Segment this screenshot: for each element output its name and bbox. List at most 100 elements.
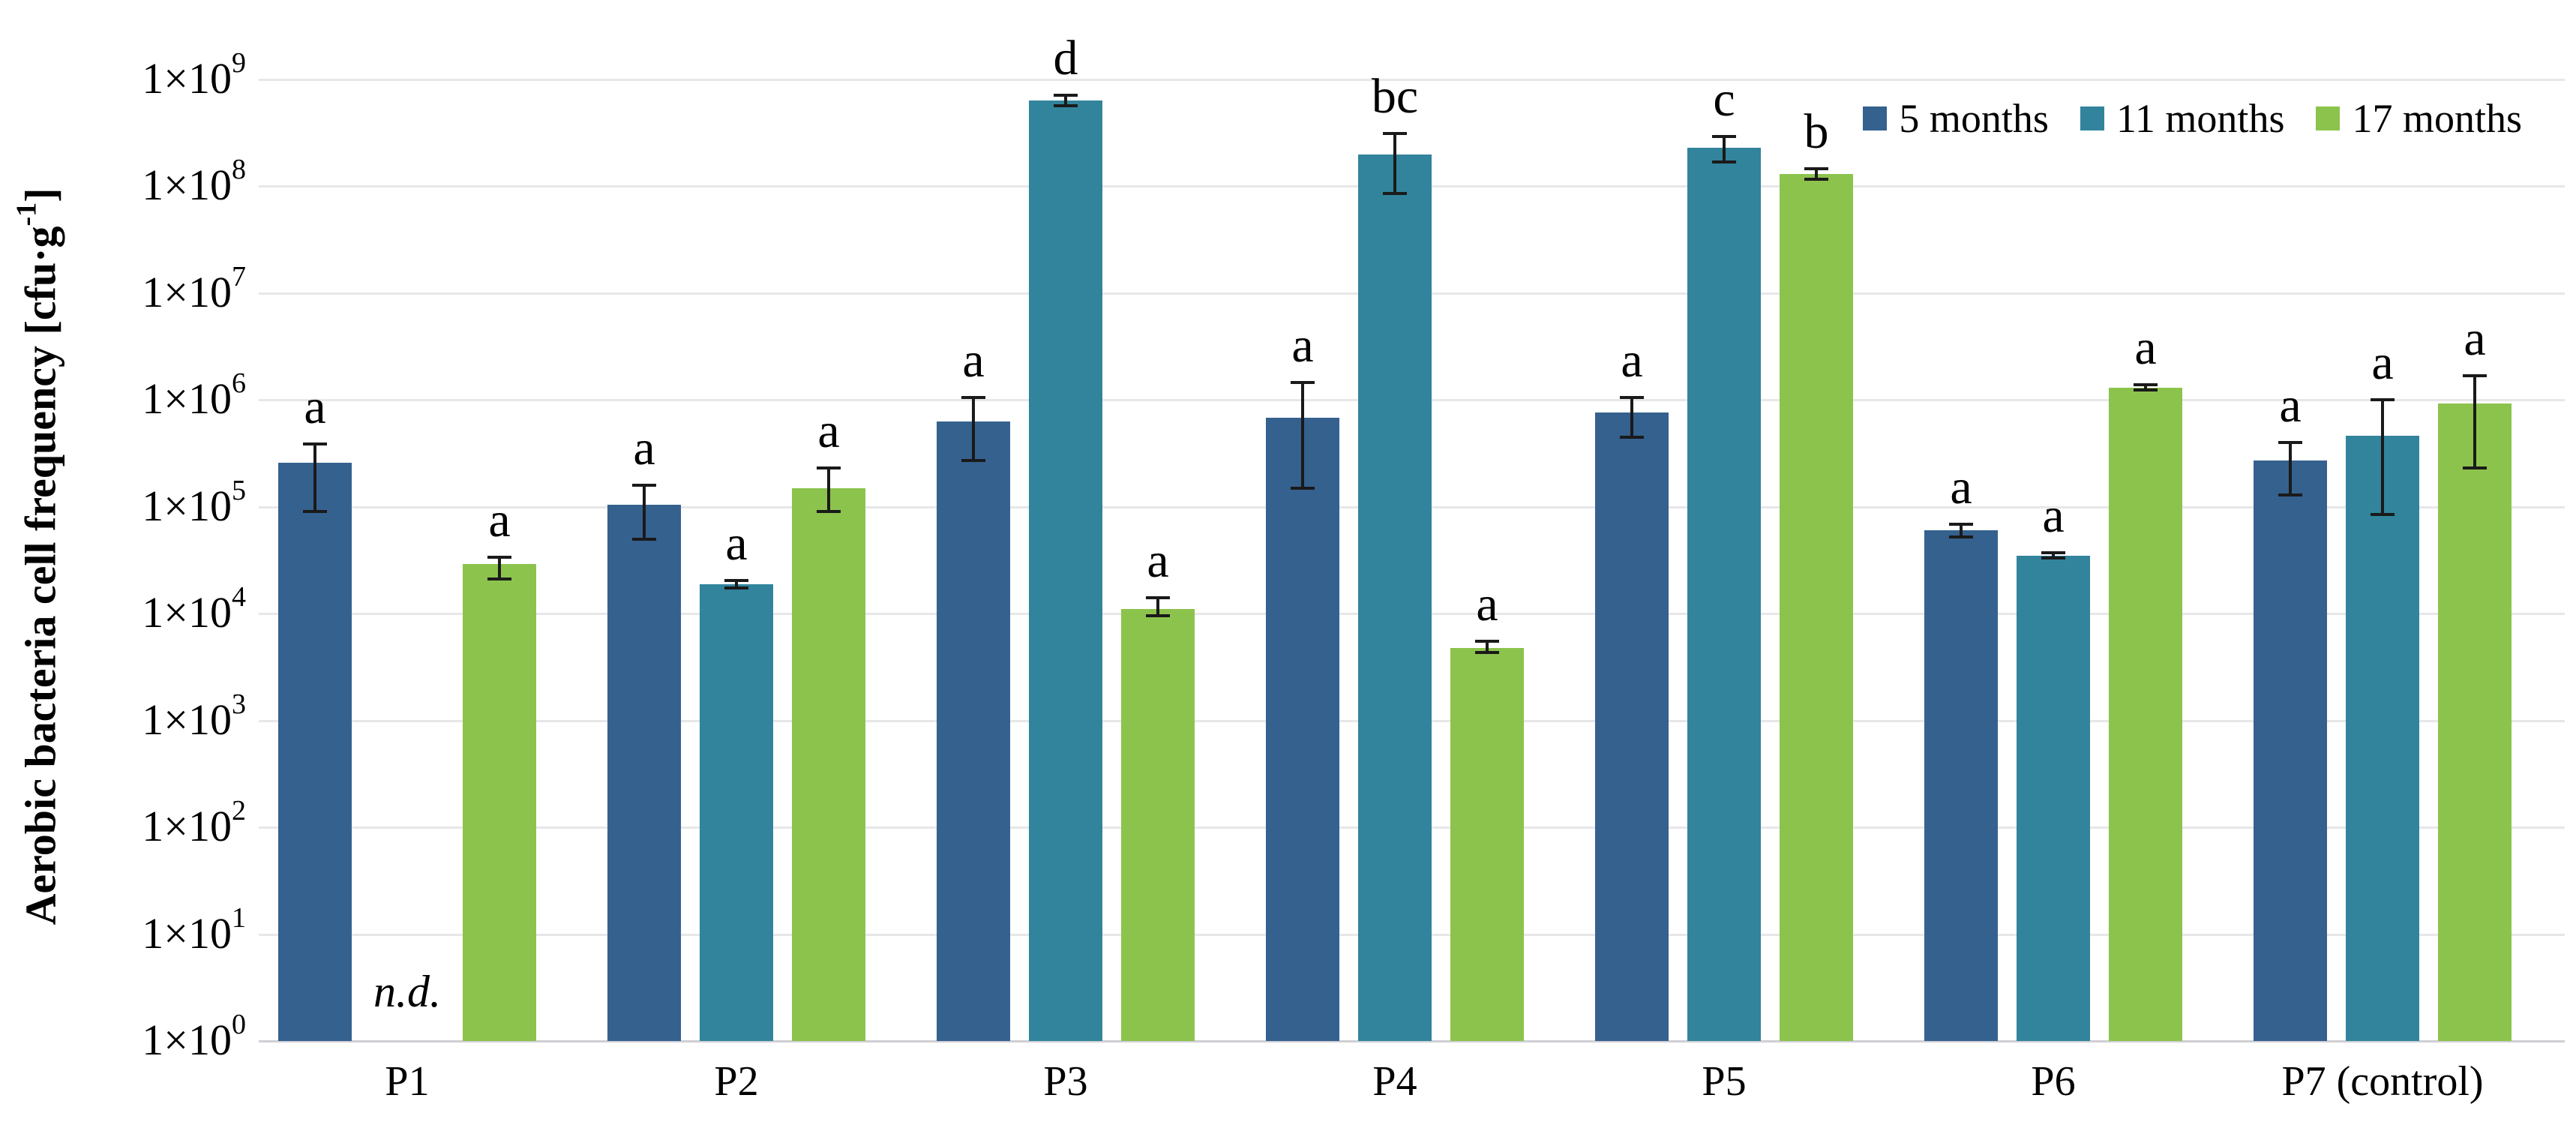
error-bar-bottom-cap (1383, 192, 1407, 196)
bar (1358, 154, 1432, 1041)
error-bar-top-cap (961, 396, 985, 400)
bar (1924, 530, 1998, 1041)
legend-swatch-icon (1863, 106, 1888, 130)
error-bar-top-cap (2371, 398, 2395, 402)
y-tick-exponent: 3 (232, 688, 246, 720)
error-bar-bottom-cap (1620, 435, 1644, 439)
bar (463, 564, 536, 1041)
legend-swatch-icon (2316, 106, 2341, 130)
y-tick-exponent: 6 (232, 368, 246, 400)
bar (792, 488, 865, 1041)
x-category-label: P5 (1702, 1058, 1747, 1105)
error-bar (2052, 553, 2055, 559)
error-bar (972, 398, 975, 461)
error-bar-bottom-cap (2134, 388, 2158, 392)
error-bar-top-cap (1949, 522, 1973, 526)
significance-letter: bc (1371, 69, 1419, 124)
error-bar-bottom-cap (2463, 466, 2487, 470)
error-bar-top-cap (1475, 640, 1499, 644)
bar (937, 421, 1010, 1041)
significance-letter: a (633, 420, 655, 476)
error-bar-top-cap (2278, 441, 2302, 445)
error-bar (1064, 95, 1067, 106)
error-bar-top-cap (1712, 134, 1736, 138)
y-tick-mantissa: 1×10 (142, 588, 232, 638)
x-category-label: P2 (714, 1058, 759, 1105)
bar (1266, 418, 1339, 1041)
error-bar-top-cap (1383, 132, 1407, 136)
bar (2346, 436, 2419, 1041)
legend-swatch-icon (2080, 106, 2104, 130)
legend: 5 months 11 months 17 months (1863, 98, 2522, 140)
error-bar-bottom-cap (1949, 536, 1973, 539)
error-bar-top-cap (817, 466, 841, 470)
y-tick-mantissa: 1×10 (142, 267, 232, 316)
significance-letter: a (2042, 488, 2065, 544)
y-tick-mantissa: 1×10 (142, 481, 232, 530)
error-bar-top-cap (303, 442, 327, 446)
x-category-label: P7 (control) (2281, 1058, 2484, 1105)
gridline (259, 79, 2565, 81)
y-tick-exponent: 4 (232, 581, 246, 614)
legend-label: 11 months (2116, 96, 2285, 141)
error-bar (498, 556, 501, 580)
error-bar (2289, 442, 2292, 495)
error-bar-bottom-cap (1146, 614, 1170, 618)
error-bar (2473, 375, 2476, 469)
legend-label: 17 months (2352, 96, 2522, 141)
error-bar-top-cap (1804, 167, 1828, 171)
y-tick-label: 1×102 (28, 796, 246, 853)
error-bar (1393, 134, 1396, 194)
y-tick-label: 1×107 (28, 262, 246, 319)
error-bar-top-cap (1291, 381, 1315, 385)
error-bar-bottom-cap (2371, 512, 2395, 516)
bar (1780, 174, 1853, 1041)
y-tick-label: 1×100 (28, 1010, 246, 1066)
significance-letter: a (1476, 577, 1498, 632)
error-bar-top-cap (1146, 596, 1170, 600)
significance-letter: a (488, 492, 511, 548)
error-bar (1156, 598, 1159, 616)
error-bar-bottom-cap (1712, 160, 1736, 164)
bar (1595, 412, 1669, 1041)
error-bar-top-cap (632, 483, 656, 487)
error-bar-bottom-cap (1475, 651, 1499, 655)
error-bar (827, 468, 830, 512)
error-bar-bottom-cap (817, 510, 841, 514)
significance-letter: a (304, 379, 326, 434)
bar (1450, 647, 1524, 1041)
y-tick-exponent: 7 (232, 260, 246, 292)
significance-letter: a (725, 515, 748, 571)
y-tick-label: 1×103 (28, 690, 246, 746)
error-bar (1630, 398, 1633, 437)
y-tick-exponent: 5 (232, 474, 246, 506)
y-tick-label: 1×109 (28, 49, 246, 105)
error-bar-top-cap (2463, 374, 2487, 377)
error-bar (735, 580, 738, 588)
legend-item: 11 months (2080, 96, 2285, 141)
error-bar-bottom-cap (303, 510, 327, 514)
significance-letter: a (962, 333, 985, 388)
significance-letter: b (1804, 104, 1829, 160)
error-bar-bottom-cap (2041, 556, 2065, 560)
error-bar-top-cap (2134, 382, 2158, 386)
legend-item: 17 months (2316, 98, 2522, 140)
error-bar-top-cap (724, 578, 748, 582)
error-bar-bottom-cap (2278, 493, 2302, 496)
bar (2017, 555, 2090, 1041)
significance-letter: a (1950, 459, 1972, 514)
x-category-label: P4 (1372, 1058, 1417, 1105)
error-bar (1723, 136, 1726, 162)
error-bar-bottom-cap (1804, 178, 1828, 182)
significance-letter: a (1291, 318, 1314, 374)
error-bar-bottom-cap (724, 586, 748, 590)
significance-letter: a (1147, 533, 1169, 589)
error-bar-bottom-cap (487, 578, 511, 581)
nd-label: n.d. (373, 967, 441, 1016)
error-bar-top-cap (487, 555, 511, 559)
bar (278, 462, 352, 1041)
y-tick-exponent: 8 (232, 154, 246, 186)
y-tick-label: 1×106 (28, 369, 246, 425)
